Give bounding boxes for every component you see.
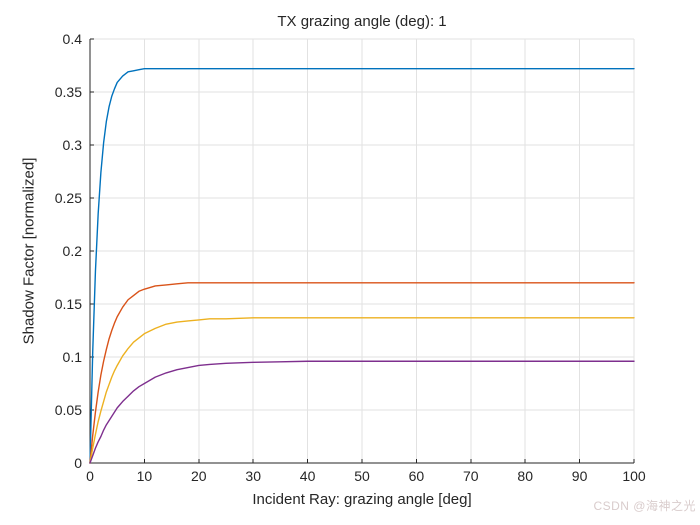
y-tick-label: 0.2: [63, 243, 83, 259]
watermark: CSDN @海神之光: [593, 499, 696, 513]
x-tick-label: 80: [517, 468, 533, 484]
y-tick-label: 0.05: [55, 402, 82, 418]
x-tick-label: 100: [622, 468, 646, 484]
series-line-curve-yellow: [89, 317, 635, 464]
x-tick-label: 20: [191, 468, 207, 484]
x-tick-label: 50: [354, 468, 370, 484]
series-line-curve-purple: [89, 360, 635, 464]
y-tick-label: 0.35: [55, 84, 82, 100]
y-tick-label: 0.4: [63, 31, 83, 47]
x-tick-label: 0: [86, 468, 94, 484]
y-tick-label: 0: [74, 455, 82, 471]
x-tick-label: 40: [300, 468, 316, 484]
y-tick-label: 0.15: [55, 296, 82, 312]
x-tick-label: 10: [137, 468, 153, 484]
series-line-curve-orange: [89, 282, 635, 464]
y-tick-label: 0.1: [63, 349, 83, 365]
y-tick-label: 0.3: [63, 137, 83, 153]
series-line-curve-blue: [89, 67, 635, 464]
chart-title: TX grazing angle (deg): 1: [277, 13, 447, 30]
x-tick-label: 30: [245, 468, 261, 484]
x-tick-label: 90: [572, 468, 588, 484]
y-tick-label: 0.25: [55, 190, 82, 206]
x-tick-label: 60: [409, 468, 425, 484]
x-tick-label: 70: [463, 468, 479, 484]
x-axis-label: Incident Ray: grazing angle [deg]: [252, 491, 472, 508]
